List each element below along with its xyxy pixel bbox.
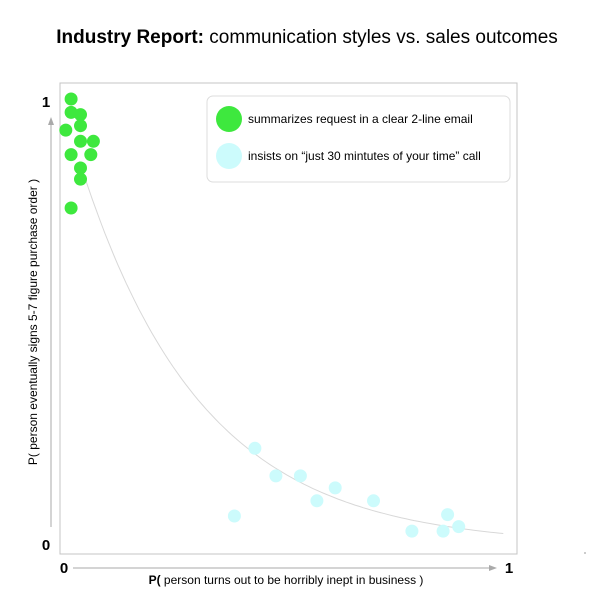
series-1-point-0 — [248, 441, 262, 455]
series-0-point-4 — [59, 123, 73, 137]
legend-swatch-clear-email — [216, 106, 242, 132]
series-0-point-0 — [64, 92, 78, 106]
y-tick-0: 0 — [42, 537, 50, 554]
y-axis-label: P( person eventually signs 5-7 figure pu… — [26, 179, 40, 465]
series-0-point-8 — [84, 148, 98, 162]
points-layer — [59, 92, 466, 538]
series-1-point-8 — [436, 524, 450, 538]
series-1-point-3 — [328, 481, 342, 495]
series-0-point-2 — [74, 108, 87, 122]
x-axis-arrowhead — [489, 565, 497, 571]
y-tick-1: 1 — [42, 94, 50, 111]
stray-dot — [584, 552, 586, 554]
x-axis-label: P( person turns out to be horribly inept… — [149, 573, 424, 587]
series-1-point-4 — [310, 494, 324, 508]
x-axis-label-rest: person turns out to be horribly inept in… — [161, 573, 424, 587]
legend-label-30-minutes-call: insists on “just 30 mintutes of your tim… — [248, 149, 481, 163]
chart-title: Industry Report: communication styles vs… — [0, 27, 614, 49]
y-axis-arrowhead — [48, 117, 54, 125]
series-1-point-1 — [269, 469, 283, 483]
series-1-point-6 — [227, 509, 241, 523]
legend-swatch-30-minutes-call — [216, 143, 242, 169]
series-1-point-9 — [441, 508, 455, 522]
chart-title-bold: Industry Report: — [56, 27, 205, 48]
axis-arrows — [48, 117, 497, 571]
legend: summarizes request in a clear 2-line ema… — [206, 95, 511, 183]
legend-label-clear-email: summarizes request in a clear 2-line ema… — [248, 112, 473, 126]
series-1-point-2 — [293, 469, 307, 483]
series-1-point-7 — [405, 524, 419, 538]
x-tick-0: 0 — [60, 560, 68, 577]
trend-curve — [79, 161, 504, 534]
series-0-point-11 — [64, 201, 78, 215]
plot-frame — [59, 82, 518, 555]
series-1-point-5 — [367, 494, 380, 508]
series-0-point-3 — [74, 119, 87, 133]
series-0-point-10 — [74, 172, 87, 186]
series-0-point-6 — [86, 134, 100, 148]
series-0-point-9 — [74, 161, 87, 175]
legend-box — [206, 95, 511, 183]
x-axis-label-prefix: P( — [149, 573, 161, 587]
chart-title-rest: communication styles vs. sales outcomes — [204, 27, 558, 48]
series-0-point-5 — [74, 134, 87, 148]
series-1-point-10 — [452, 520, 466, 534]
series-0-point-7 — [64, 148, 78, 162]
x-tick-1: 1 — [505, 560, 513, 577]
